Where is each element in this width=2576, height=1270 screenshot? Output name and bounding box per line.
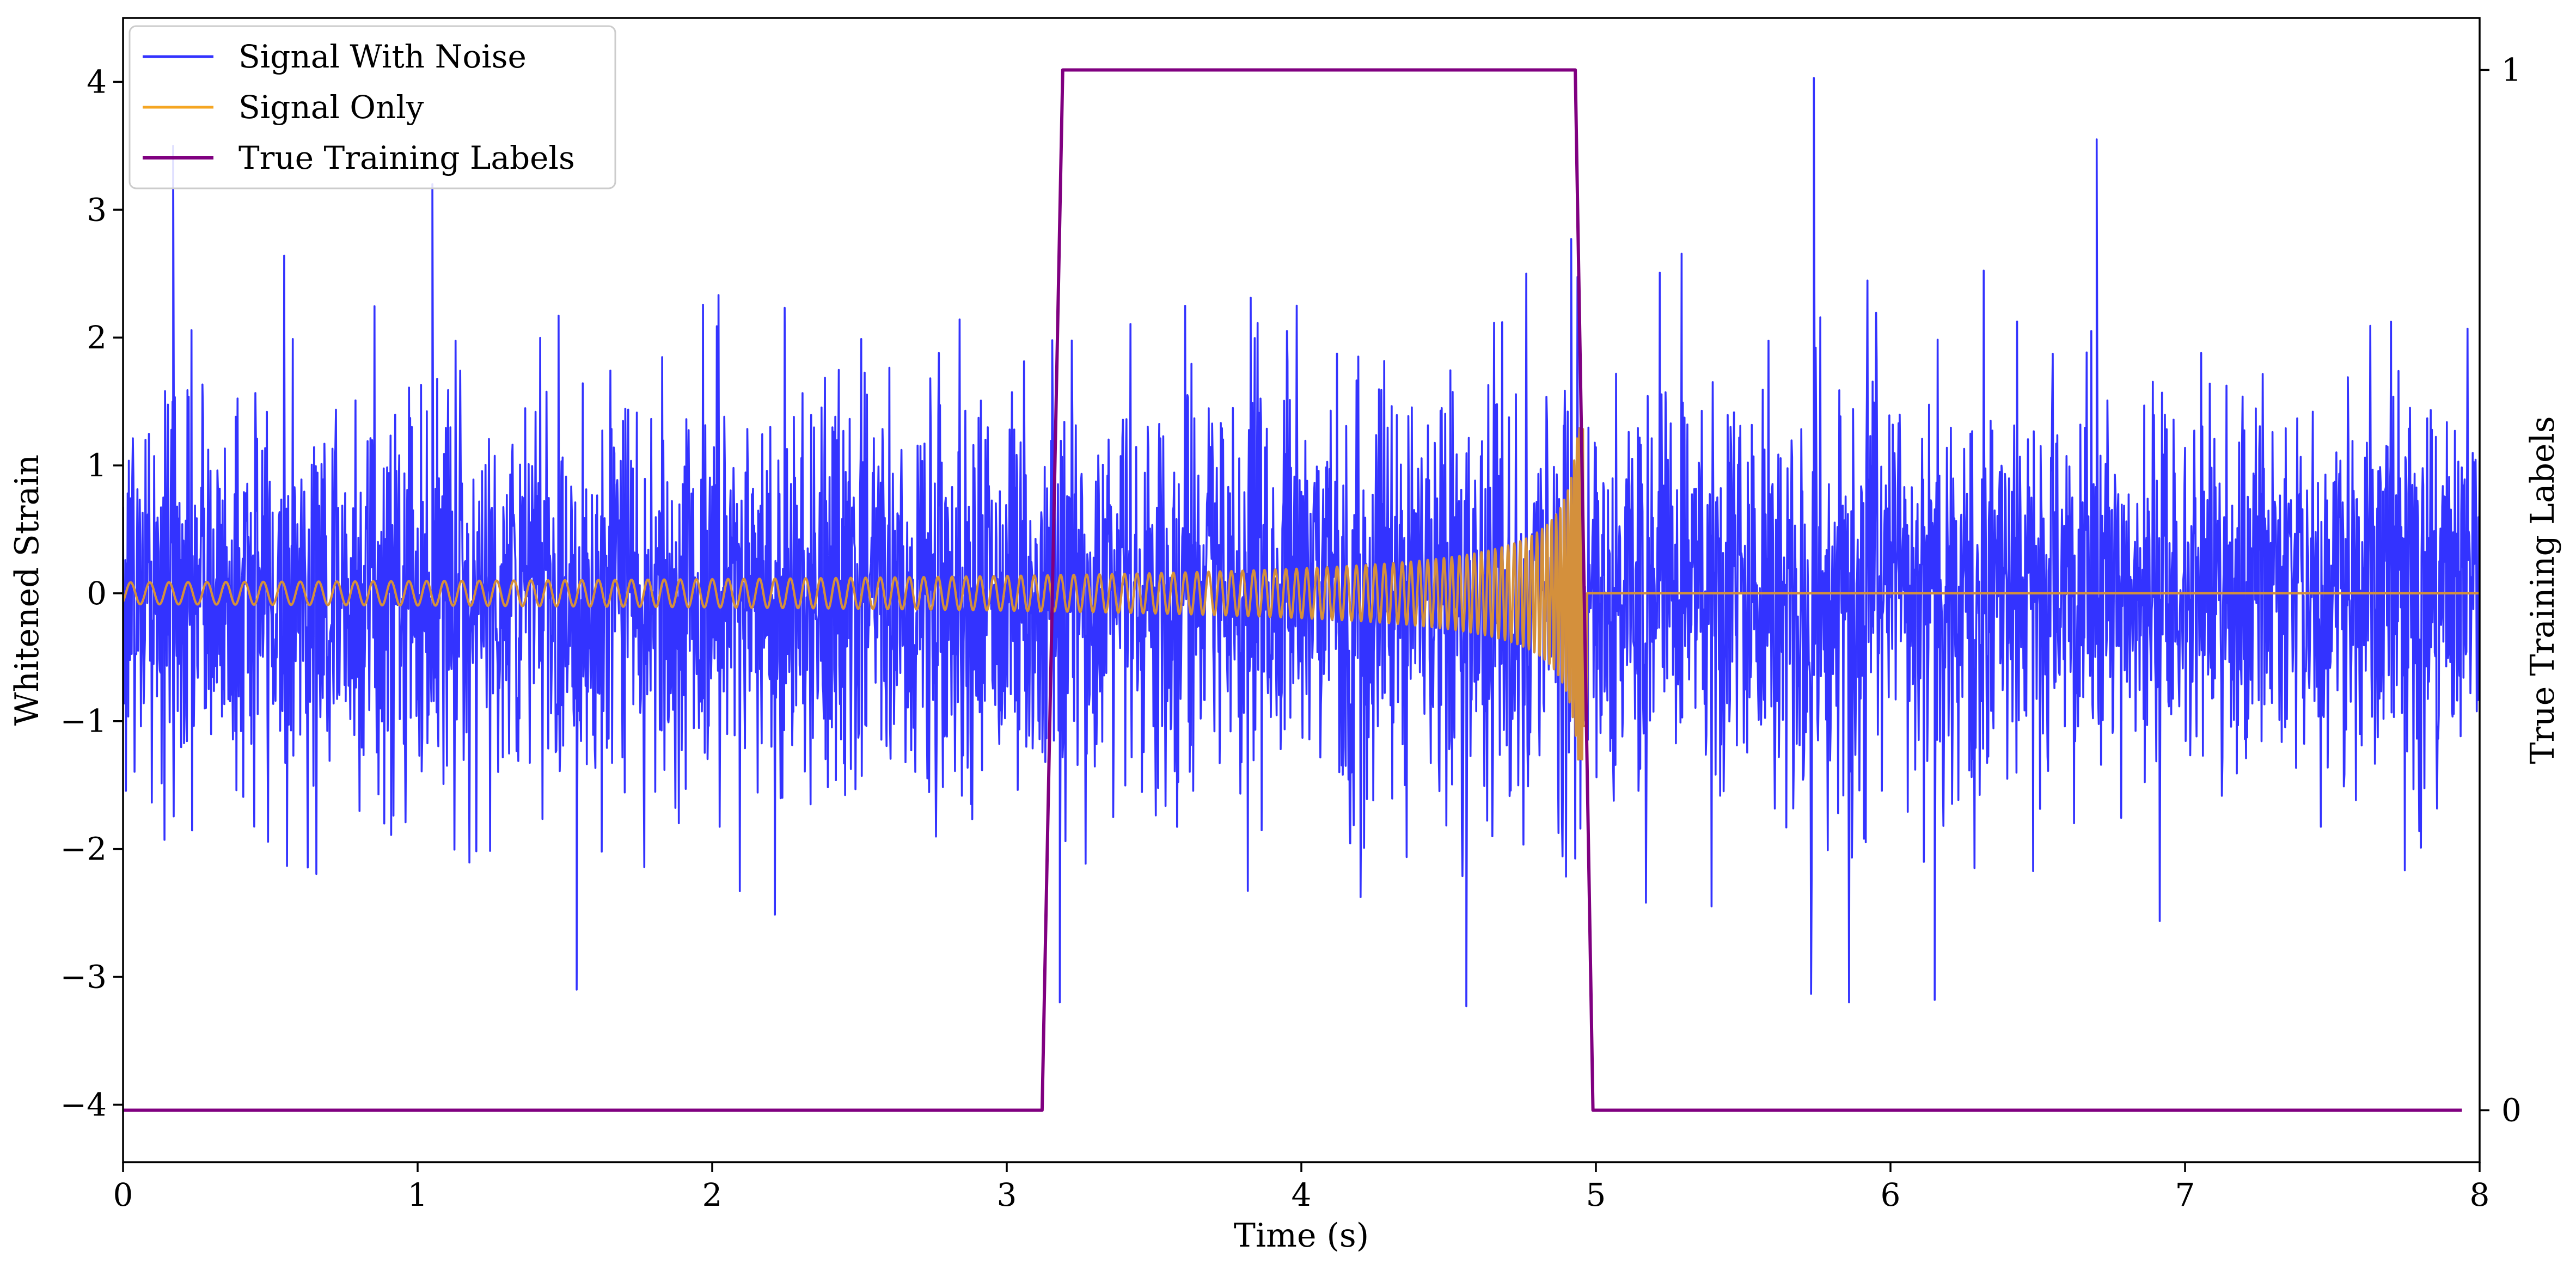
x-tick-label: 7 — [2175, 1176, 2195, 1213]
y-axis-label: Whitened Strain — [8, 455, 46, 726]
y-axis-left: −4 −3 −2 −1 0 1 2 3 4 — [60, 63, 123, 1123]
y-tick-label: −2 — [60, 831, 107, 868]
series-line-true-training-labels — [123, 68, 2462, 1112]
series-layer — [123, 68, 2480, 1112]
y-tick-label: 0 — [87, 575, 107, 612]
y-tick-label: 1 — [87, 447, 107, 484]
x-tick-label: 4 — [1292, 1176, 1312, 1213]
y-tick-label: −4 — [60, 1086, 107, 1123]
legend: Signal With Noise Signal Only True Train… — [129, 25, 616, 189]
y-axis-right: 01 — [2480, 52, 2522, 1128]
x-axis-label: Time (s) — [1234, 1217, 1369, 1255]
x-tick-label: 1 — [408, 1176, 428, 1213]
x-tick-label: 0 — [113, 1176, 133, 1213]
y2-axis-label: True Training Labels — [2524, 416, 2562, 764]
legend-label-signal-only: Signal Only — [238, 89, 424, 126]
y-tick-label: 2 — [87, 319, 107, 356]
x-tick-label: 5 — [1586, 1176, 1606, 1213]
legend-box — [129, 25, 616, 189]
x-tick-label: 2 — [702, 1176, 723, 1213]
y-tick-label: 4 — [87, 63, 107, 100]
x-tick-label: 6 — [1881, 1176, 1901, 1213]
legend-label-signal-with-noise: Signal With Noise — [238, 38, 527, 75]
series-line-signal-only — [123, 427, 2480, 761]
x-axis: 0 1 2 3 4 5 6 7 8 — [113, 1162, 2490, 1213]
y2-tick-label: 0 — [2501, 1091, 2522, 1128]
y2-tick-label: 1 — [2501, 52, 2522, 89]
legend-label-true-training-labels: True Training Labels — [238, 139, 575, 176]
y-tick-label: −3 — [60, 958, 107, 995]
x-tick-label: 3 — [997, 1176, 1017, 1213]
y-tick-label: −1 — [60, 703, 107, 740]
y-tick-label: 3 — [87, 191, 107, 228]
x-tick-label: 8 — [2470, 1176, 2490, 1213]
